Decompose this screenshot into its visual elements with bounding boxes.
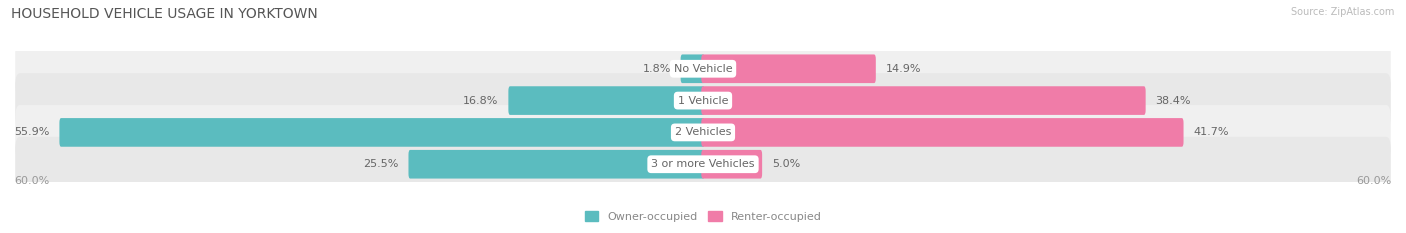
Text: 60.0%: 60.0%: [14, 176, 49, 186]
FancyBboxPatch shape: [702, 55, 876, 83]
FancyBboxPatch shape: [15, 73, 1391, 128]
Text: 5.0%: 5.0%: [772, 159, 800, 169]
Text: No Vehicle: No Vehicle: [673, 64, 733, 74]
FancyBboxPatch shape: [15, 137, 1391, 192]
FancyBboxPatch shape: [702, 150, 762, 178]
Text: 41.7%: 41.7%: [1194, 127, 1229, 137]
FancyBboxPatch shape: [15, 105, 1391, 160]
FancyBboxPatch shape: [702, 86, 1146, 115]
Legend: Owner-occupied, Renter-occupied: Owner-occupied, Renter-occupied: [585, 211, 821, 222]
Text: 1 Vehicle: 1 Vehicle: [678, 96, 728, 106]
Text: Source: ZipAtlas.com: Source: ZipAtlas.com: [1291, 7, 1395, 17]
FancyBboxPatch shape: [509, 86, 704, 115]
FancyBboxPatch shape: [15, 41, 1391, 96]
Text: HOUSEHOLD VEHICLE USAGE IN YORKTOWN: HOUSEHOLD VEHICLE USAGE IN YORKTOWN: [11, 7, 318, 21]
FancyBboxPatch shape: [702, 118, 1184, 147]
Text: 3 or more Vehicles: 3 or more Vehicles: [651, 159, 755, 169]
Text: 1.8%: 1.8%: [643, 64, 671, 74]
Text: 25.5%: 25.5%: [363, 159, 399, 169]
Text: 55.9%: 55.9%: [14, 127, 49, 137]
FancyBboxPatch shape: [59, 118, 704, 147]
Text: 2 Vehicles: 2 Vehicles: [675, 127, 731, 137]
Text: 16.8%: 16.8%: [463, 96, 499, 106]
Text: 38.4%: 38.4%: [1156, 96, 1191, 106]
FancyBboxPatch shape: [409, 150, 704, 178]
FancyBboxPatch shape: [681, 55, 704, 83]
Text: 14.9%: 14.9%: [886, 64, 921, 74]
Text: 60.0%: 60.0%: [1357, 176, 1392, 186]
